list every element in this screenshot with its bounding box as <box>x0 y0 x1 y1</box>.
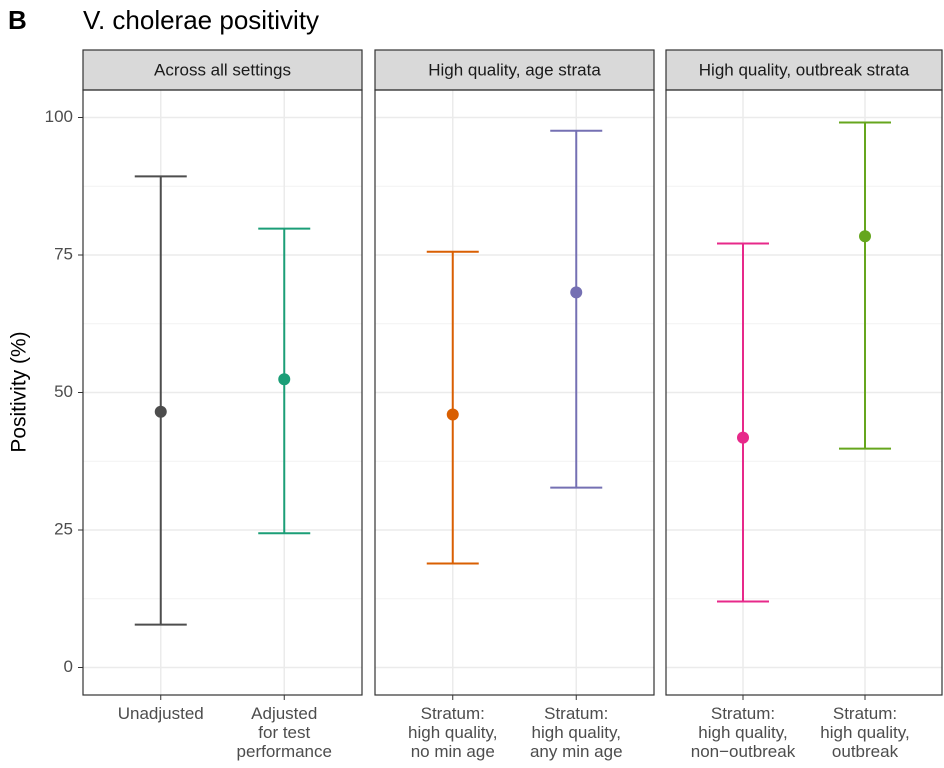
strip-title: High quality, outbreak strata <box>699 60 910 79</box>
y-axis-title: Positivity (%) <box>8 331 31 452</box>
x-tick-label-line: high quality, <box>698 723 787 742</box>
x-tick-label-line: any min age <box>530 742 623 761</box>
strip <box>665 49 943 91</box>
panel-label: B <box>8 5 27 35</box>
strip-title: High quality, age strata <box>428 60 601 79</box>
point <box>570 286 583 299</box>
y-tick-label: 100 <box>45 107 73 126</box>
x-tick-label-line: Unadjusted <box>118 704 204 723</box>
panel-border <box>374 89 655 696</box>
point <box>859 230 871 243</box>
x-tick-label-line: Stratum: <box>544 704 608 723</box>
chart-title: V. cholerae positivity <box>83 5 319 35</box>
x-tick-label: Stratum: high quality, non−outbreak <box>691 704 796 761</box>
point <box>446 408 459 421</box>
x-tick-label: Stratum: high quality, no min age <box>408 704 497 761</box>
x-tick-label: Unadjusted <box>118 704 204 723</box>
x-tick-label-line: Adjusted <box>251 704 317 723</box>
x-tick-label-line: Stratum: <box>833 704 897 723</box>
x-tick-label-line: high quality, <box>408 723 497 742</box>
x-tick-label: Adjusted for test performance <box>237 704 332 761</box>
x-tick-label-line: outbreak <box>832 742 899 761</box>
x-tick-label-line: Stratum: <box>711 704 775 723</box>
x-tick-label-line: non−outbreak <box>691 742 796 761</box>
point <box>154 405 167 418</box>
x-tick-label-line: performance <box>237 742 332 761</box>
panel-border <box>82 89 363 696</box>
y-tick-label: 50 <box>54 382 73 401</box>
x-tick-label: Stratum: high quality, any min age <box>530 704 623 761</box>
panel-border <box>665 89 943 696</box>
y-tick-label: 25 <box>54 519 73 538</box>
point <box>278 373 291 386</box>
y-tick-label: 75 <box>54 244 73 263</box>
y-tick-label: 0 <box>64 657 73 676</box>
x-tick-label-line: for test <box>258 723 310 742</box>
x-tick-label-line: high quality, <box>820 723 909 742</box>
x-tick-label-line: no min age <box>411 742 495 761</box>
x-tick-label: Stratum: high quality, outbreak <box>820 704 909 761</box>
point <box>737 431 749 444</box>
strip-title: Across all settings <box>154 60 291 79</box>
x-tick-label-line: Stratum: <box>421 704 485 723</box>
x-tick-label-line: high quality, <box>532 723 621 742</box>
